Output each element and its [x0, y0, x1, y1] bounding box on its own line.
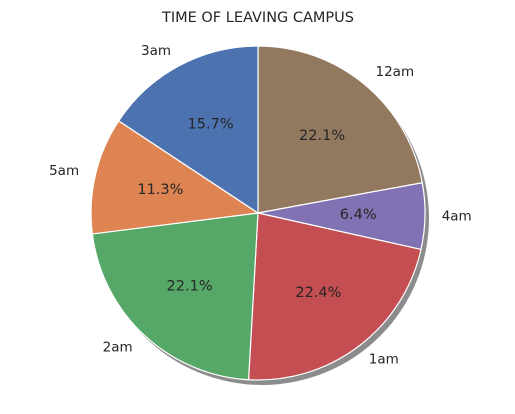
pie-slice-2am [91, 212, 259, 381]
slice-label-2am: 2am [103, 339, 133, 355]
pie-slice-1am [247, 212, 422, 381]
chart-title: TIME OF LEAVING CAMPUS [161, 10, 354, 26]
slice-label-5am: 5am [49, 163, 79, 179]
pie-slices [90, 45, 426, 381]
pie-slice-3am [118, 45, 259, 214]
pie-slice-5am [90, 120, 259, 235]
slice-pct-12am: 22.1% [299, 128, 345, 144]
slice-label-4am: 4am [442, 209, 472, 225]
pie-labels: 12am 22.1% 4am 6.4% 1am 22.4% 2am 22.1% 5am 11.3%… [49, 43, 472, 367]
slice-pct-5am: 11.3% [137, 182, 183, 198]
slice-pct-1am: 22.4% [295, 285, 341, 301]
slice-pct-3am: 15.7% [188, 117, 234, 133]
slice-pct-4am: 6.4% [340, 207, 377, 223]
slice-pct-2am: 22.1% [167, 278, 213, 294]
pie-slice-12am [257, 45, 423, 214]
slice-label-3am: 3am [141, 43, 171, 59]
slice-label-12am: 12am [376, 64, 415, 80]
slice-label-1am: 1am [369, 352, 399, 368]
